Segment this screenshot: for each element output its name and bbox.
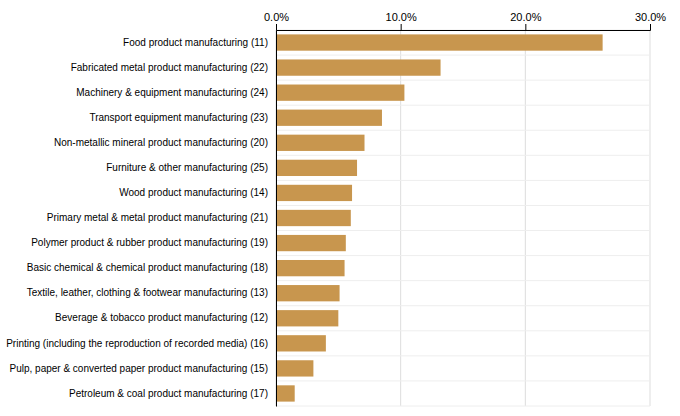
row-separator <box>276 205 650 206</box>
y-tick: Basic chemical & chemical product manufa… <box>27 262 268 273</box>
y-tick: Machinery & equipment manufacturing (24) <box>76 87 268 98</box>
y-tick: Food product manufacturing (11) <box>123 37 268 48</box>
bar <box>276 335 326 351</box>
x-tick: 10.0% <box>386 11 417 30</box>
bar <box>276 360 313 376</box>
bar <box>276 310 338 326</box>
row-separator <box>276 105 650 106</box>
chart: 0.0% 10.0% 20.0% 30.0% Food product manufact… <box>0 0 680 416</box>
y-tick: Wood product manufacturing (14) <box>119 187 268 198</box>
x-tick: 30.0% <box>635 11 666 30</box>
y-tick-label: Machinery & equipment manufacturing (24) <box>76 87 268 98</box>
x-tick-label: 10.0% <box>386 11 417 23</box>
y-tick-label: Food product manufacturing (11) <box>123 37 268 48</box>
y-tick: Primary metal & metal product manufactur… <box>47 212 268 223</box>
bar <box>276 34 603 50</box>
bar <box>276 160 357 176</box>
x-axis-line <box>277 24 651 31</box>
grid-line <box>650 30 651 406</box>
y-tick-label: Non-metallic mineral product manufacturi… <box>54 137 268 148</box>
plot: 0.0% 10.0% 20.0% 30.0% Food product manufact… <box>6 11 666 407</box>
x-tick: 20.0% <box>510 11 541 30</box>
bar <box>276 185 352 201</box>
row-separator <box>276 280 650 281</box>
y-tick-label: Printing (including the reproduction of … <box>6 338 268 349</box>
row-separator <box>276 406 650 407</box>
y-tick: Textile, leather, clothing & footwear ma… <box>27 287 268 298</box>
y-tick-label: Transport equipment manufacturing (23) <box>89 112 268 123</box>
grid-line <box>525 30 526 406</box>
row-separator <box>276 230 650 231</box>
y-tick: Printing (including the reproduction of … <box>6 338 268 349</box>
y-axis-line <box>276 31 277 407</box>
row-separator <box>276 180 650 181</box>
x-tick-mark <box>650 24 651 30</box>
row-separator <box>276 255 650 256</box>
y-tick-label: Polymer product & rubber product manufac… <box>31 237 268 248</box>
row-separator <box>276 55 650 56</box>
bars <box>276 34 603 401</box>
y-tick-label: Primary metal & metal product manufactur… <box>47 212 268 223</box>
y-tick-label: Petroleum & coal product manufacturing (… <box>69 388 268 399</box>
y-tick: Polymer product & rubber product manufac… <box>31 237 268 248</box>
x-tick-mark <box>525 24 526 30</box>
y-tick-label: Beverage & tobacco product manufacturing… <box>55 312 268 323</box>
y-axis: Food product manufacturing (11) Fabricate… <box>6 31 276 407</box>
y-tick: Beverage & tobacco product manufacturing… <box>55 312 268 323</box>
bar <box>276 59 441 75</box>
grid-line <box>276 30 277 406</box>
y-tick-label: Basic chemical & chemical product manufa… <box>27 262 268 273</box>
row-separator <box>276 380 650 381</box>
y-tick: Fabricated metal product manufacturing (… <box>71 62 268 73</box>
bar <box>276 110 382 126</box>
bar <box>276 210 351 226</box>
bar <box>276 85 404 101</box>
y-tick-label: Textile, leather, clothing & footwear ma… <box>27 287 268 298</box>
y-tick: Non-metallic mineral product manufacturi… <box>54 137 268 148</box>
bar <box>276 385 295 401</box>
x-axis: 0.0% 10.0% 20.0% 30.0% <box>264 11 666 31</box>
x-tick-label: 30.0% <box>635 11 666 23</box>
y-tick-label: Pulp, paper & converted paper product ma… <box>10 363 269 374</box>
y-tick: Transport equipment manufacturing (23) <box>89 112 268 123</box>
x-tick: 0.0% <box>264 11 289 30</box>
grid <box>276 30 650 406</box>
bar <box>276 135 365 151</box>
row-separator <box>276 80 650 81</box>
bar <box>276 235 346 251</box>
y-tick: Petroleum & coal product manufacturing (… <box>69 388 268 399</box>
y-tick: Pulp, paper & converted paper product ma… <box>10 363 269 374</box>
row-separator <box>276 155 650 156</box>
bar <box>276 285 340 301</box>
y-tick-label: Furniture & other manufacturing (25) <box>106 162 268 173</box>
x-tick-label: 20.0% <box>510 11 541 23</box>
row-separator <box>276 305 650 306</box>
x-tick-mark <box>276 24 277 30</box>
row-separator <box>276 330 650 331</box>
y-tick-label: Wood product manufacturing (14) <box>119 187 268 198</box>
y-tick-label: Fabricated metal product manufacturing (… <box>71 62 268 73</box>
row-separators <box>276 30 650 406</box>
y-tick: Furniture & other manufacturing (25) <box>106 162 268 173</box>
bar <box>276 260 345 276</box>
row-separator <box>276 355 650 356</box>
x-tick-mark <box>401 24 402 30</box>
x-tick-label: 0.0% <box>264 11 289 23</box>
row-separator <box>276 130 650 131</box>
